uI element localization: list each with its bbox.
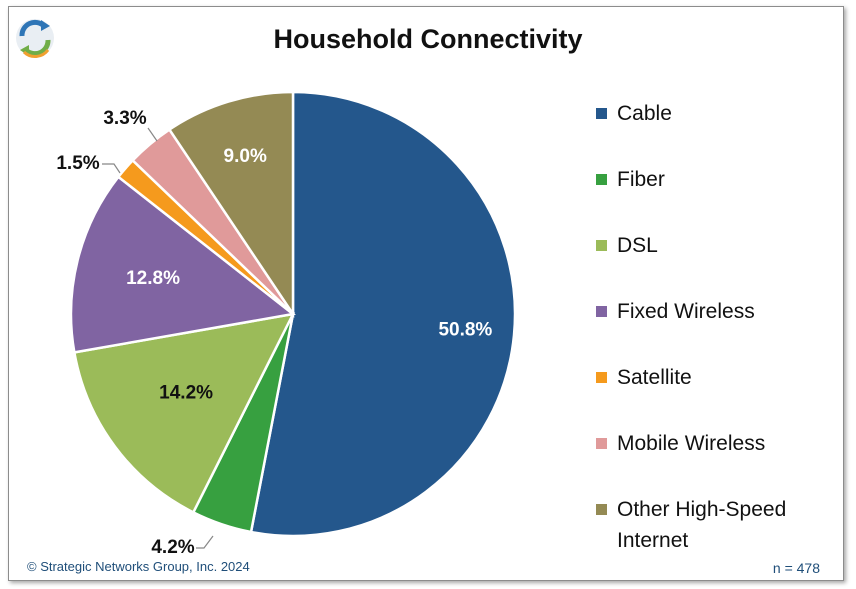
legend-label: Fixed Wireless	[617, 300, 755, 323]
copyright-text: © Strategic Networks Group, Inc. 2024	[27, 559, 250, 574]
legend-swatch	[596, 372, 607, 383]
legend-label: DSL	[617, 234, 658, 257]
legend-item-cable: Cable	[596, 98, 817, 129]
legend-swatch	[596, 438, 607, 449]
data-label-mobile-wireless: 3.3%	[103, 108, 146, 129]
legend-label: Satellite	[617, 366, 692, 389]
pie-slice-fixed-wireless	[69, 175, 296, 354]
legend-item-mobile-wireless: Mobile Wireless	[596, 428, 817, 459]
legend-swatch	[596, 306, 607, 317]
legend-item-fixed-wireless: Fixed Wireless	[596, 296, 817, 327]
legend-label: Cable	[617, 102, 672, 125]
pie-slice-dsl	[72, 312, 296, 515]
leader-line-satellite	[102, 163, 121, 174]
data-label-fiber: 4.2%	[151, 537, 194, 558]
data-label-fixed-wireless: 12.8%	[126, 268, 180, 289]
legend-item-other-high-speed-internet: Other High-Speed Internet	[596, 494, 817, 556]
legend-item-dsl: DSL	[596, 230, 817, 261]
pie-slice-cable	[249, 90, 517, 538]
legend-label: Fiber	[617, 168, 665, 191]
leader-line-mobile-wireless	[147, 127, 158, 142]
legend-swatch	[596, 240, 607, 251]
legend-item-satellite: Satellite	[596, 362, 817, 393]
data-label-satellite: 1.5%	[56, 153, 99, 174]
sample-size-text: n = 478	[772, 560, 820, 576]
legend-swatch	[596, 108, 607, 119]
data-label-dsl: 14.2%	[159, 383, 213, 404]
legend-swatch	[596, 174, 607, 185]
pie-slice-other-high-speed-internet	[167, 90, 295, 319]
legend-label: Other High-Speed Internet	[617, 498, 787, 552]
chart-title: Household Connectivity	[273, 24, 583, 54]
legend-item-fiber: Fiber	[596, 164, 817, 195]
leader-line-fiber	[196, 535, 214, 549]
refresh-arrows-icon	[16, 19, 54, 58]
data-label-cable: 50.8%	[438, 319, 492, 340]
legend-swatch	[596, 504, 607, 515]
data-label-other-high-speed-internet: 9.0%	[224, 146, 267, 167]
legend-label: Mobile Wireless	[617, 432, 766, 455]
